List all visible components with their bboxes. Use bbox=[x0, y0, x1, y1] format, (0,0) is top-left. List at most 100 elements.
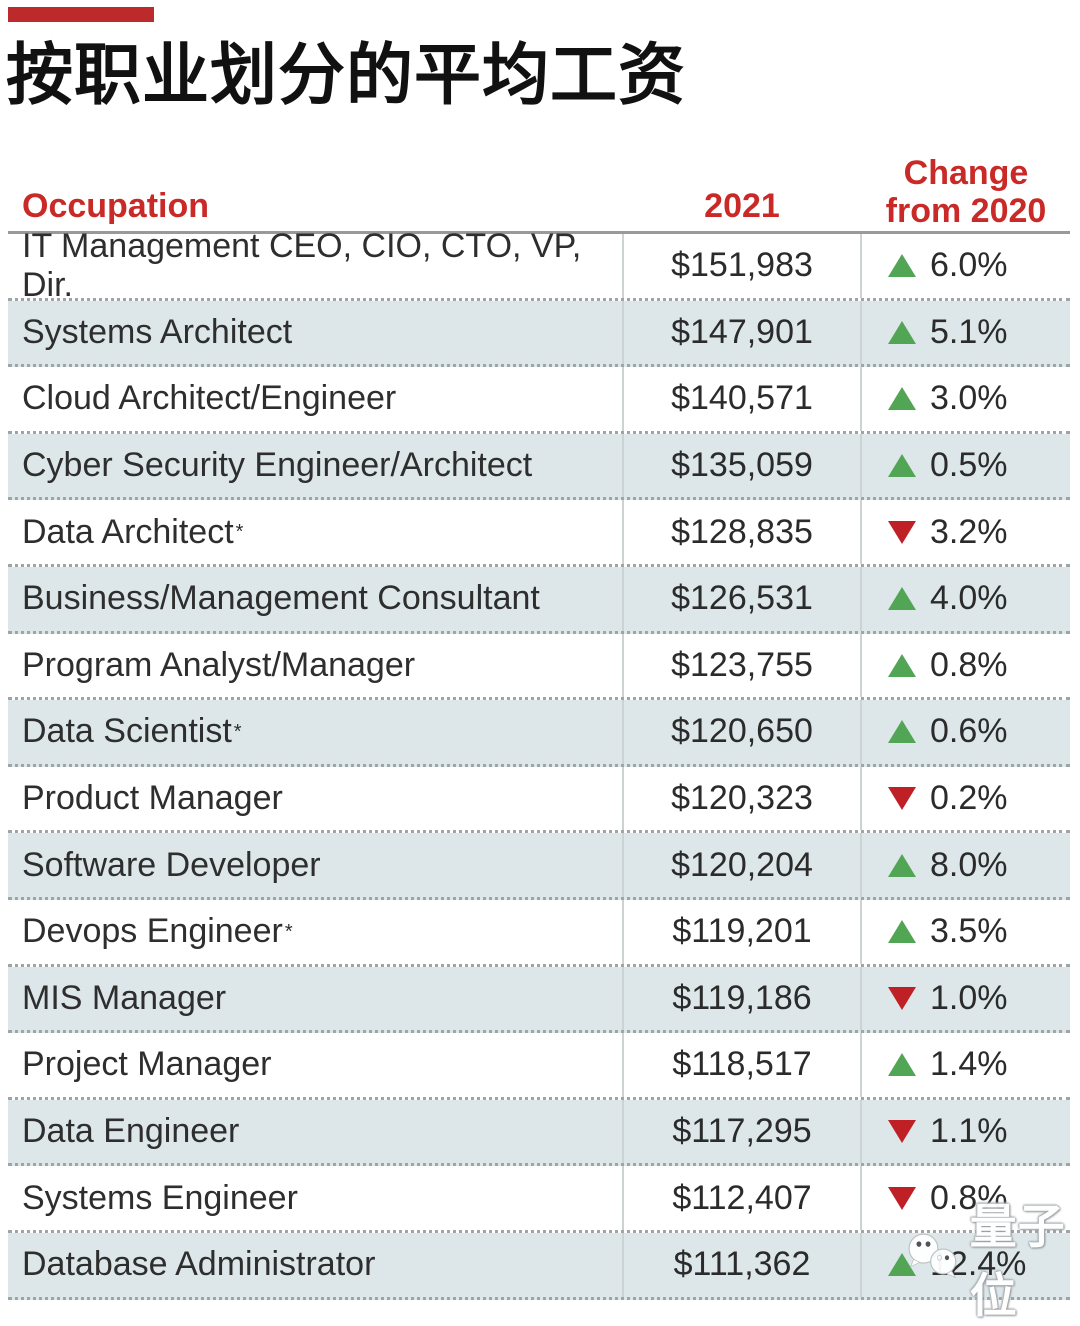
salary-2021-cell: $151,983 bbox=[622, 234, 862, 298]
occupation-cell: Data Engineer bbox=[8, 1100, 622, 1164]
table-header: Occupation 2021 Change from 2020 bbox=[8, 140, 1070, 232]
salary-2021-cell: $123,755 bbox=[622, 633, 862, 698]
up-triangle-icon bbox=[888, 454, 916, 478]
salary-2021-cell: $140,571 bbox=[622, 367, 862, 431]
occupation-label: Cloud Architect/Engineer bbox=[22, 379, 397, 418]
up-triangle-icon bbox=[888, 587, 916, 611]
table-row: Data Scientist * $120,650 0.6% bbox=[8, 700, 1070, 767]
change-cell: 8.0% bbox=[862, 833, 1070, 897]
down-triangle-icon bbox=[888, 1186, 916, 1210]
occupation-label: Data Engineer bbox=[22, 1112, 240, 1151]
change-cell: 1.1% bbox=[862, 1100, 1070, 1164]
salary-2021-cell: $128,835 bbox=[622, 500, 862, 564]
change-value: 1.1% bbox=[930, 1112, 1008, 1151]
occupation-cell: Systems Architect bbox=[8, 301, 622, 365]
table-row: MIS Manager $119,186 1.0% bbox=[8, 966, 1070, 1034]
occupation-cell: Database Administrator bbox=[8, 1233, 622, 1297]
header-change-line1: Change bbox=[903, 154, 1029, 193]
salary-2021-cell: $120,650 bbox=[622, 700, 862, 764]
salary-2021-cell: $135,059 bbox=[622, 433, 862, 498]
table-row: Data Engineer $117,295 1.1% bbox=[8, 1099, 1070, 1167]
occupation-label: Systems Architect bbox=[22, 312, 293, 351]
change-cell: 0.2% bbox=[862, 767, 1070, 831]
occupation-cell: Data Scientist * bbox=[22, 712, 242, 751]
table-row: IT Management CEO, CIO, CTO, VP, Dir. $15… bbox=[8, 227, 1070, 304]
change-cell: 0.6% bbox=[862, 700, 1070, 764]
salary-2021-cell: $111,362 bbox=[622, 1232, 862, 1297]
header-2021: 2021 bbox=[704, 187, 780, 225]
change-cell: 0.8% bbox=[862, 1166, 1070, 1230]
table-row: Software Developer $120,204 8.0% bbox=[8, 833, 1070, 900]
change-value: 0.8% bbox=[930, 645, 1008, 684]
salary-2021-cell: $119,201 bbox=[622, 899, 862, 964]
occupation-cell: Program Analyst/Manager bbox=[8, 634, 622, 698]
table-row: Systems Engineer $112,407 0.8% bbox=[8, 1166, 1070, 1233]
up-triangle-icon bbox=[888, 1253, 916, 1277]
occupation-cell: Software Developer bbox=[8, 833, 622, 897]
watermark-text: 量子位 bbox=[969, 1200, 1066, 1322]
up-triangle-icon bbox=[888, 320, 916, 344]
change-value: 1.4% bbox=[930, 1045, 1008, 1084]
table-row: Database Administrator $111,362 12.4% bbox=[8, 1232, 1070, 1300]
header-divider-line bbox=[8, 231, 1070, 234]
table-row: Devops Engineer * $119,201 3.5% bbox=[8, 899, 1070, 967]
occupation-label: Systems Engineer bbox=[22, 1178, 298, 1217]
occupation-label: Software Developer bbox=[22, 845, 321, 884]
down-triangle-icon bbox=[888, 787, 916, 811]
change-value: 0.2% bbox=[930, 779, 1008, 818]
change-cell: 0.8% bbox=[862, 634, 1070, 698]
change-value: 5.1% bbox=[930, 312, 1008, 351]
change-value: 0.6% bbox=[930, 712, 1008, 751]
occupation-label: Cyber Security Engineer/Architect bbox=[22, 446, 533, 485]
table-row: Project Manager $118,517 1.4% bbox=[8, 1033, 1070, 1100]
page-title: 按职业划分的平均工资 bbox=[6, 38, 686, 113]
change-cell: 6.0% bbox=[862, 234, 1070, 298]
occupation-cell: Systems Engineer bbox=[8, 1166, 622, 1230]
occupation-cell: Cloud Architect/Engineer bbox=[8, 367, 622, 431]
salary-2021-cell: $117,295 bbox=[622, 1099, 862, 1164]
salary-2021-cell: $147,901 bbox=[622, 300, 862, 365]
change-cell: 4.0% bbox=[862, 567, 1070, 631]
salary-2021-cell: $120,323 bbox=[622, 766, 862, 831]
table-row: Systems Architect $147,901 5.1% bbox=[8, 300, 1070, 368]
up-triangle-icon bbox=[888, 920, 916, 944]
occupation-label: Product Manager bbox=[22, 779, 283, 818]
change-cell: 3.5% bbox=[862, 900, 1070, 964]
table-row: Program Analyst/Manager $123,755 0.8% bbox=[8, 633, 1070, 701]
header-change-line2: from 2020 bbox=[885, 191, 1047, 230]
change-value: 6.0% bbox=[930, 246, 1008, 285]
change-value: 4.0% bbox=[930, 579, 1008, 618]
occupation-cell: Devops Engineer * bbox=[22, 912, 293, 951]
occupation-label: Devops Engineer bbox=[22, 912, 283, 951]
change-cell: 5.1% bbox=[862, 301, 1070, 365]
table-row: Cloud Architect/Engineer $140,571 3.0% bbox=[8, 367, 1070, 434]
salary-2021-cell: $112,407 bbox=[622, 1166, 862, 1230]
occupation-label: MIS Manager bbox=[22, 978, 227, 1017]
change-value: 8.0% bbox=[930, 845, 1008, 884]
salary-2021-cell: $126,531 bbox=[622, 566, 862, 631]
salary-table: IT Management CEO, CIO, CTO, VP, Dir. $15… bbox=[8, 227, 1070, 1300]
change-value: 3.5% bbox=[930, 912, 1008, 951]
change-value: 0.5% bbox=[930, 446, 1008, 485]
change-cell: 0.5% bbox=[862, 434, 1070, 498]
header-occupation: Occupation bbox=[22, 187, 210, 225]
occupation-cell: Data Architect * bbox=[22, 512, 244, 551]
chat-bubbles-icon bbox=[908, 1233, 957, 1279]
occupation-label: IT Management CEO, CIO, CTO, VP, Dir. bbox=[22, 226, 582, 304]
occupation-cell: MIS Manager bbox=[8, 967, 622, 1031]
salary-2021-cell: $120,204 bbox=[622, 833, 862, 897]
down-triangle-icon bbox=[888, 1120, 916, 1144]
change-value: 1.0% bbox=[930, 978, 1008, 1017]
occupation-cell: Product Manager bbox=[8, 767, 622, 831]
salary-2021-cell: $119,186 bbox=[622, 966, 862, 1031]
occupation-label: Program Analyst/Manager bbox=[22, 645, 416, 684]
occupation-cell: Cyber Security Engineer/Architect bbox=[8, 434, 622, 498]
up-triangle-icon bbox=[888, 1053, 916, 1077]
salary-2021-cell: $118,517 bbox=[622, 1033, 862, 1097]
occupation-label: Data Scientist bbox=[22, 712, 232, 751]
table-row: Business/Management Consultant $126,531 4.… bbox=[8, 566, 1070, 634]
occupation-label: Business/Management Consultant bbox=[22, 579, 540, 618]
occupation-cell: IT Management CEO, CIO, CTO, VP, Dir. bbox=[8, 227, 622, 304]
up-triangle-icon bbox=[888, 387, 916, 411]
down-triangle-icon bbox=[888, 986, 916, 1010]
